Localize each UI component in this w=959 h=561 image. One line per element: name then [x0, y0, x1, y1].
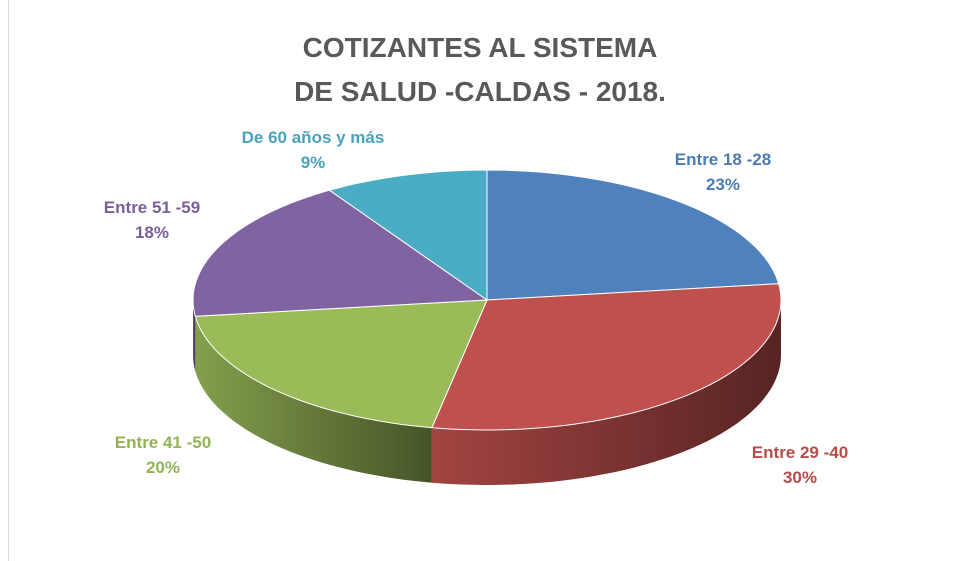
category-label: Entre 51 -59 — [103, 198, 201, 217]
value-label: 20% — [145, 458, 181, 477]
chart-title: COTIZANTES AL SISTEMA DE SALUD -CALDAS -… — [294, 32, 666, 107]
value-label: 9% — [300, 153, 326, 172]
pie-slice — [431, 283, 782, 485]
data-label: Entre 41 -50 20% — [115, 430, 211, 480]
data-label: Entre 29 -40 30% — [752, 440, 848, 490]
pie-slice — [192, 189, 489, 372]
category-label: Entre 18 -28 — [674, 150, 772, 169]
value-label: 23% — [705, 175, 741, 194]
slice-top — [486, 169, 780, 301]
pie-slice — [194, 299, 488, 483]
slice-top — [192, 189, 489, 317]
data-label: Entre 18 -28 23% — [675, 147, 771, 197]
category-label: Entre 41 -50 — [114, 433, 212, 452]
category-label: De 60 años y más — [241, 128, 385, 147]
slice-top — [431, 283, 782, 431]
slice-top — [194, 299, 488, 429]
pie-slice — [486, 169, 780, 301]
value-label: 18% — [134, 223, 170, 242]
data-label: De 60 años y más 9% — [238, 125, 388, 175]
slice-top — [328, 169, 488, 301]
value-label: 30% — [782, 468, 818, 487]
pie-slice — [328, 169, 488, 301]
slice-side — [195, 316, 432, 483]
slice-side — [193, 300, 196, 372]
data-label: Entre 51 -59 18% — [104, 195, 200, 245]
category-label: Entre 29 -40 — [751, 443, 849, 462]
slice-side — [431, 300, 781, 485]
